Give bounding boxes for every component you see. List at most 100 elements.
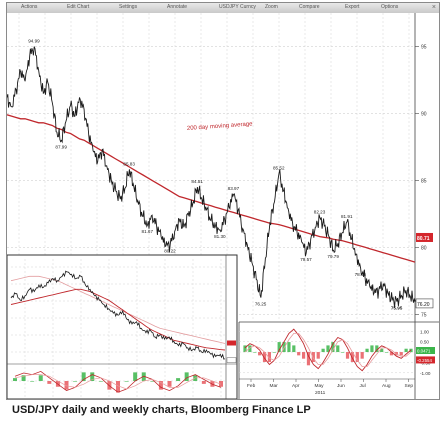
osc-y-tick-label: 0.50 [420,340,429,345]
weekly-osc-slow [14,374,222,390]
window-title: USDJPY Curncy [219,4,256,10]
x-tick-label: Aug [382,383,391,389]
toolbar-item[interactable]: Export [345,4,360,10]
x-tick-label: May [315,383,325,389]
moving-average-label: 200 day moving average [187,121,254,132]
weekly-osc-bar [73,381,78,382]
weekly-osc-bar [184,372,189,381]
toolbar-item[interactable]: Compare [299,4,320,10]
weekly-osc-bar [30,381,35,382]
weekly-last-tag [226,357,237,363]
close-icon[interactable]: × [431,4,436,11]
x-tick-label: Sep [405,383,414,389]
osc-histogram-bar [345,352,350,359]
osc-histogram-bar [370,345,374,353]
price-annotation: 80.22 [164,248,176,253]
ma-value-tag [416,232,433,242]
osc-histogram-bar [321,348,325,353]
price-annotation: 85.52 [273,165,285,170]
osc-histogram-bar [375,345,379,353]
weekly-osc-bar [201,381,206,384]
price-annotation: 75.95 [391,306,403,311]
osc-histogram-bar [248,345,252,353]
last-price-tag-label: 76.20 [417,302,430,308]
osc-slow-line [244,332,412,368]
osc-histogram-bar [360,352,364,359]
y-tick-label: 85 [421,178,427,184]
moving-average-line [7,114,416,263]
price-annotation: 78.46 [355,272,367,277]
osc-histogram-bar [243,345,247,353]
osc-histogram-bar [389,352,394,356]
toolbar-item[interactable]: Options [381,4,399,10]
osc-histogram-bar [404,348,408,353]
daily-value-tags: 80.71 76.20 [415,232,434,309]
osc-histogram-bar [316,352,320,359]
osc-histogram-bar [272,352,276,353]
weekly-osc-bar [116,381,120,393]
osc-tag-a-label: 0.0471 [417,349,431,354]
weekly-osc-bar [158,381,163,390]
osc-histogram-bar [341,352,345,353]
osc-histogram-bar [380,348,384,353]
osc-histogram-bar [384,352,389,353]
price-annotation: 94.99 [28,39,40,44]
osc-histogram-bar [306,352,311,366]
osc-y-tick-label: 1.00 [420,329,429,334]
toolbar-item[interactable]: Annotate [167,4,188,10]
y-tick-label: 80 [421,245,427,251]
osc-tag-a [416,347,435,354]
weekly-ma-long [10,275,226,344]
osc-y-tick-label: -1.00 [420,371,431,376]
weekly-osc-bar [64,381,69,390]
price-annotation: 79.57 [300,257,312,262]
daily-price-line [7,46,416,308]
price-annotation: 81.67 [142,229,154,234]
osc-histogram-bar [331,342,335,353]
weekly-osc-bar [124,381,129,382]
toolbar-item[interactable]: Edit Chart [67,4,90,10]
weekly-price-line [10,270,226,360]
price-annotation: 79.79 [327,254,339,259]
price-annotation: 87.99 [55,144,67,149]
osc-histogram-bar [297,352,301,356]
osc-histogram-bar [311,352,315,362]
y-tick-label: 90 [421,111,427,117]
usdjpy-chart: 200 day moving average 94.99 87.99 85.83 81… [7,13,439,399]
osc-tag-b-label: -0.2554 [417,358,432,363]
osc-histogram-bar [399,352,403,356]
osc-histogram-bar [350,352,355,362]
osc-histogram-bar [267,352,272,362]
y-tick-label: 75 [421,312,427,318]
last-price-tag [415,298,434,309]
price-annotation: 83.97 [228,186,240,191]
ma-value-tag-label: 80.71 [417,236,430,242]
toolbar-item[interactable]: Settings [119,4,138,10]
daily-oscillator-panel: 1.000.500.00-0.50-1.000.0471-0.2554FebMa… [238,321,439,399]
toolbar-item[interactable]: Zoom [265,4,278,10]
price-annotation: 81.30 [214,234,226,239]
weekly-osc-bar [133,372,138,381]
x-year-label: 2011 [315,390,326,396]
osc-tag-b [416,356,435,364]
osc-histogram-bar [277,342,281,353]
osc-histogram-bar [262,352,267,362]
osc-histogram-bar [253,352,257,353]
weekly-osc-bar [90,372,95,381]
weekly-osc-bar [176,378,181,381]
chart-window: Actions Edit Chart Settings Annotate USD… [6,2,440,400]
weekly-osc-bar [167,381,172,387]
weekly-osc-bar [38,375,43,381]
osc-histogram-bar [336,345,340,353]
price-annotation: 76.25 [255,302,267,307]
weekly-osc-bar [21,375,26,381]
toolbar-item[interactable]: Actions [21,4,38,10]
x-tick-label: Mar [270,383,279,389]
weekly-osc-bar [150,381,155,382]
osc-histogram-bar [301,352,306,359]
weekly-osc-bar [81,372,86,381]
osc-histogram-bar [258,352,262,356]
x-tick-label: Jun [337,383,345,389]
daily-y-axis: 95 90 85 80 75 [415,44,427,318]
osc-histogram-bar [292,345,296,353]
